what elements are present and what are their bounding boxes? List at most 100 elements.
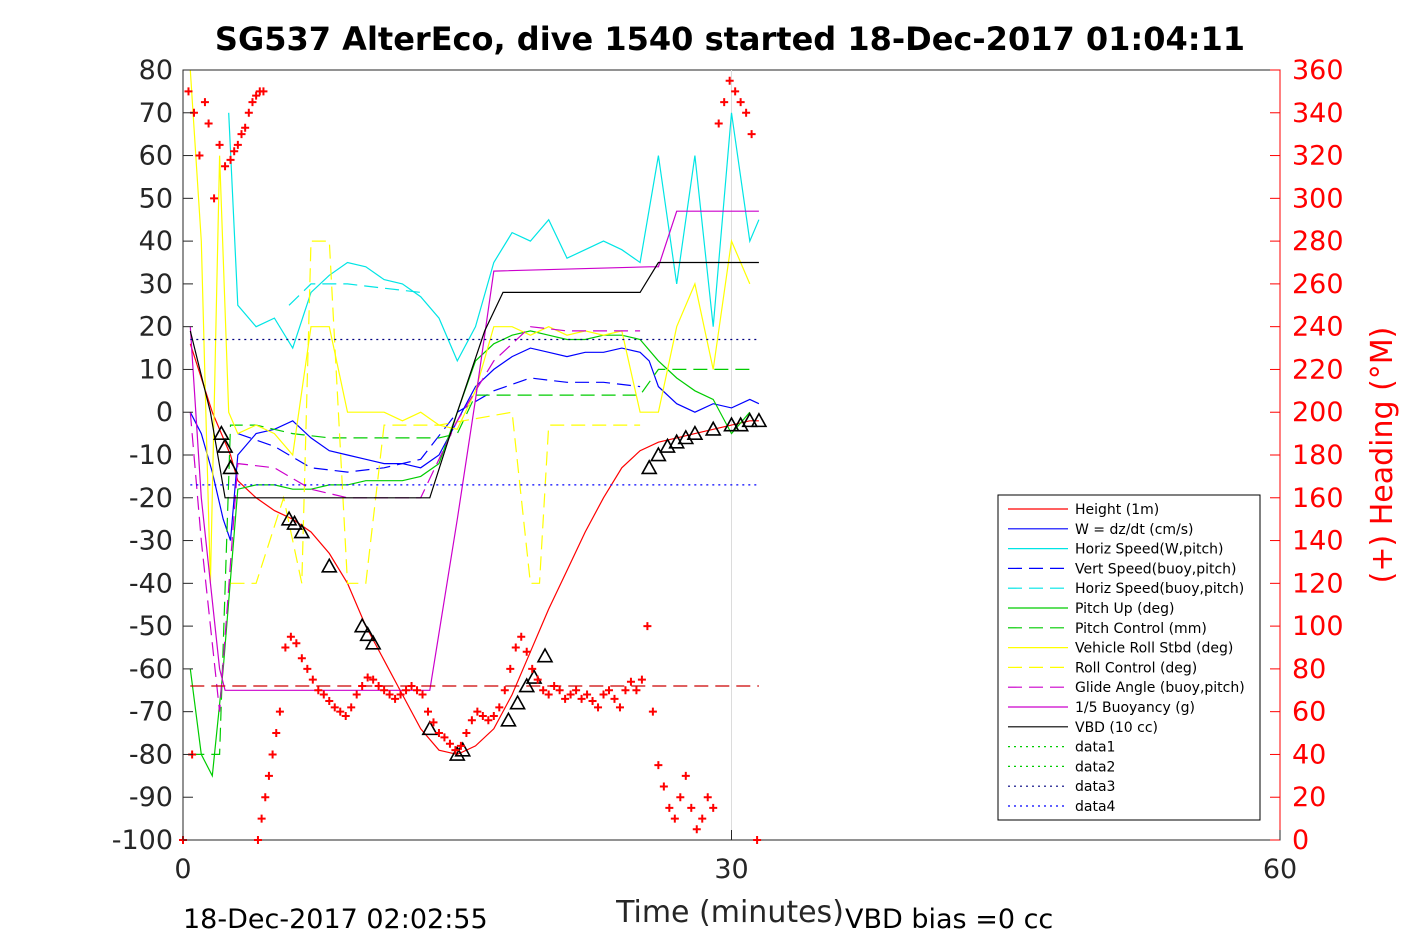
right-tick-label: 200 — [1292, 397, 1344, 428]
heading-point — [550, 682, 559, 690]
heading-point — [500, 686, 509, 695]
legend-label: Pitch Control (mm) — [1075, 621, 1207, 637]
legend-label: Vehicle Roll Stbd (deg) — [1075, 641, 1233, 657]
heading-point — [467, 716, 476, 725]
heading-point — [281, 643, 290, 652]
heading-point — [221, 162, 230, 171]
triangle-marker — [448, 745, 466, 761]
heading-point — [286, 632, 295, 641]
heading-point — [336, 707, 345, 716]
heading-point — [539, 686, 548, 695]
triangle-marker — [640, 459, 658, 475]
left-tick-label: -50 — [129, 611, 173, 642]
heading-point — [528, 664, 537, 673]
heading-point — [637, 675, 646, 684]
heading-point — [506, 664, 515, 673]
heading-point — [440, 733, 449, 742]
heading-point — [725, 76, 734, 85]
left-tick-label: 40 — [139, 226, 173, 257]
footer-timestamp: 18-Dec-2017 02:02:55 — [183, 904, 488, 935]
heading-point — [314, 686, 323, 695]
heading-point — [253, 836, 262, 844]
heading-point — [445, 739, 454, 748]
heading-point — [572, 686, 581, 695]
right-tick-label: 260 — [1292, 269, 1344, 300]
heading-point — [358, 682, 367, 690]
legend-label: Height (1m) — [1075, 502, 1159, 518]
heading-point — [720, 98, 729, 107]
left-tick-label: -40 — [129, 568, 173, 599]
heading-point — [522, 647, 531, 656]
legend-label: data4 — [1075, 799, 1116, 815]
heading-point — [495, 703, 504, 712]
x-tick-label: 0 — [174, 854, 191, 885]
right-tick-label: 360 — [1292, 55, 1344, 86]
heading-point — [742, 108, 751, 117]
legend: Height (1m) W = dz/dt (cm/s) Horiz Speed(W… — [997, 494, 1261, 821]
heading-point — [434, 729, 443, 738]
triangle-marker — [536, 647, 554, 663]
triangle-marker — [518, 677, 536, 693]
heading-point — [402, 686, 411, 695]
legend-label: 1/5 Buoyancy (g) — [1075, 700, 1195, 716]
triangle-marker — [686, 424, 704, 441]
series-layer — [189, 69, 760, 778]
left-tick-label: -10 — [129, 440, 173, 471]
footer-vbd-bias: VBD bias =0 cc — [845, 904, 1053, 935]
right-tick-label: 60 — [1292, 697, 1326, 728]
heading-point — [325, 696, 334, 705]
legend-label: W = dz/dt (cm/s) — [1075, 522, 1194, 538]
heading-point — [566, 690, 575, 699]
heading-point — [703, 793, 712, 802]
heading-point — [605, 686, 614, 695]
heading-point — [429, 718, 438, 727]
x-tick-label: 30 — [714, 854, 748, 885]
heading-point — [473, 707, 482, 716]
heading-point — [204, 119, 213, 128]
heading-point — [544, 690, 553, 699]
legend-label: Vert Speed(buoy,pitch) — [1075, 561, 1237, 577]
triangle-marker — [286, 514, 303, 530]
right-tick-label: 180 — [1292, 440, 1344, 471]
heading-point — [413, 686, 422, 695]
heading-point — [215, 140, 224, 149]
heading-point — [257, 814, 266, 823]
left-tick-label: 0 — [156, 397, 173, 428]
heading-point — [747, 130, 756, 139]
heading-point — [615, 703, 624, 712]
heading-point — [632, 686, 641, 695]
series-line — [189, 261, 759, 499]
left-tick-label: -80 — [129, 739, 173, 770]
legend-label: data2 — [1075, 759, 1115, 775]
heading-point — [308, 675, 317, 684]
left-tick-label: -30 — [129, 526, 173, 557]
heading-point — [268, 750, 277, 759]
heading-point — [643, 622, 652, 631]
right-y-axis: 3603403203002802602402202001801601401201… — [1270, 55, 1344, 856]
left-tick-label: 30 — [139, 269, 173, 300]
series-line — [288, 283, 421, 306]
legend-items: Height (1m) W = dz/dt (cm/s) Horiz Speed(W… — [1008, 502, 1245, 815]
heading-point — [244, 108, 253, 117]
triangle-marker — [213, 424, 230, 441]
legend-label: Pitch Up (deg) — [1075, 601, 1174, 617]
heading-point — [248, 98, 257, 107]
heading-point — [418, 690, 427, 699]
heading-point — [391, 694, 400, 703]
legend-label: VBD (10 cc) — [1075, 720, 1158, 736]
heading-point — [456, 741, 465, 750]
heading-point — [226, 155, 235, 164]
left-tick-label: 50 — [139, 183, 173, 214]
left-y-axis: 80 70 60 50 40 30 20 10 0 -10 -20 -30 -40 -50 -60 -70 -8… — [112, 55, 193, 856]
legend-label: Roll Control (deg) — [1075, 660, 1197, 676]
left-tick-label: 70 — [139, 98, 173, 129]
heading-point — [241, 123, 250, 132]
right-tick-label: 100 — [1292, 611, 1344, 642]
right-tick-label: 120 — [1292, 568, 1344, 599]
left-tick-label: 80 — [139, 55, 173, 86]
heading-point — [230, 147, 239, 156]
series-line — [228, 112, 760, 363]
heading-point — [610, 694, 619, 703]
heading-point — [626, 677, 635, 686]
heading-point — [237, 130, 246, 139]
